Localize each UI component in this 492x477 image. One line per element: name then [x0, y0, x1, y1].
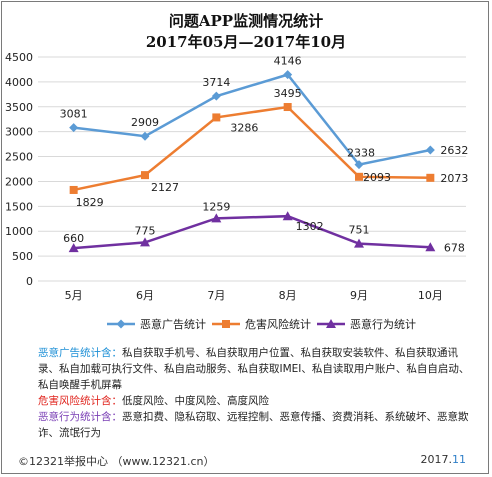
- line-chart: 0 500 1000 1500 2000 2500 3000 3500 4000 4500 5月 6月…: [5, 51, 468, 331]
- chart-subtitle: 2017年05月—2017年10月: [145, 33, 347, 51]
- data-label: 4146: [274, 55, 302, 68]
- data-point: [116, 319, 126, 329]
- series-line: [73, 214, 431, 250]
- y-tick-label: 1000: [5, 225, 33, 238]
- footer-month: 11: [452, 453, 466, 466]
- legend-label: 恶意行为统计: [350, 317, 416, 331]
- note-risk: 危害风险统计含：低度风险、中度风险、高度风险: [38, 393, 478, 409]
- y-tick-label: 4500: [5, 51, 33, 64]
- data-point: [211, 213, 222, 223]
- data-label: 1302: [296, 220, 324, 233]
- x-tick-label: 7月: [207, 289, 225, 302]
- data-label: 3081: [60, 108, 88, 121]
- data-label: 678: [444, 241, 465, 254]
- footer-date: 2017.11: [421, 453, 467, 466]
- data-point: [140, 237, 150, 247]
- series-line: [73, 105, 431, 192]
- y-tick-label: 1500: [5, 200, 33, 213]
- notes-section: 恶意广告统计含：私自获取手机号、私自获取用户位置、私自获取安装软件、私自获取通讯…: [38, 345, 478, 441]
- data-point: [283, 70, 293, 80]
- data-point: [141, 171, 149, 180]
- data-label: 2338: [347, 147, 375, 160]
- data-point: [222, 320, 230, 328]
- x-tick-label: 8月: [279, 289, 297, 302]
- y-tick-label: 0: [26, 275, 33, 288]
- data-label: 2073: [440, 172, 468, 185]
- note-key: 恶意广告统计含：: [38, 347, 122, 359]
- y-tick-label: 3500: [5, 101, 33, 114]
- y-tick-label: 500: [12, 250, 33, 263]
- note-text: 恶意扣费、隐私窃取、远程控制、恶意传播、资费消耗、系统破坏、恶意欺诈、流氓行为: [38, 411, 469, 439]
- data-point: [69, 123, 79, 133]
- note-key: 恶意行为统计含：: [38, 411, 122, 423]
- x-tick-label: 9月: [350, 289, 368, 302]
- data-point: [140, 131, 150, 141]
- data-point: [354, 238, 364, 248]
- data-point: [425, 242, 436, 252]
- data-label: 751: [349, 224, 370, 237]
- chart-title: 问题APP监测情况统计: [168, 12, 324, 30]
- data-point: [425, 145, 435, 155]
- data-label: 2093: [363, 171, 391, 184]
- data-label: 2909: [131, 116, 159, 129]
- note-text: 私自获取手机号、私自获取用户位置、私自获取安装软件、私自获取通讯录、私自加载可执…: [38, 347, 470, 391]
- data-label: 2632: [440, 144, 468, 157]
- data-point: [212, 113, 221, 122]
- x-tick-label: 5月: [65, 289, 83, 302]
- note-key: 危害风险统计含：: [38, 395, 122, 407]
- data-point: [69, 185, 78, 194]
- footer-source: ©12321举报中心 （www.12321.cn）: [18, 455, 215, 468]
- data-label: 3714: [202, 76, 230, 89]
- data-label: 660: [63, 232, 84, 245]
- data-point: [68, 243, 79, 253]
- y-tick-label: 3000: [5, 126, 33, 139]
- legend-label: 危害风险统计: [245, 317, 311, 331]
- note-malicious-ads: 恶意广告统计含：私自获取手机号、私自获取用户位置、私自获取安装软件、私自获取通讯…: [38, 345, 478, 393]
- note-text: 低度风险、中度风险、高度风险: [122, 395, 269, 407]
- series-line: [73, 73, 431, 166]
- footer-year: 2017.: [420, 453, 453, 466]
- data-label: 2127: [151, 181, 179, 194]
- legend-label: 恶意广告统计: [140, 317, 206, 331]
- y-tick-label: 2500: [5, 151, 33, 164]
- data-label: 1259: [202, 200, 230, 213]
- data-point: [355, 172, 363, 181]
- data-point: [282, 211, 293, 221]
- x-tick-label: 6月: [136, 289, 154, 302]
- y-tick-label: 2000: [5, 175, 33, 188]
- data-point: [354, 160, 364, 170]
- data-point: [426, 173, 435, 182]
- x-tick-label: 10月: [418, 289, 443, 302]
- data-label: 3495: [274, 87, 302, 100]
- data-point: [283, 103, 292, 112]
- data-label: 1829: [76, 196, 104, 209]
- data-label: 3286: [230, 121, 258, 134]
- data-label: 775: [135, 224, 156, 237]
- note-malicious-behavior: 恶意行为统计含：恶意扣费、隐私窃取、远程控制、恶意传播、资费消耗、系统破坏、恶意…: [38, 409, 478, 441]
- data-point: [211, 91, 221, 101]
- y-tick-label: 4000: [5, 76, 33, 89]
- data-point: [326, 319, 336, 328]
